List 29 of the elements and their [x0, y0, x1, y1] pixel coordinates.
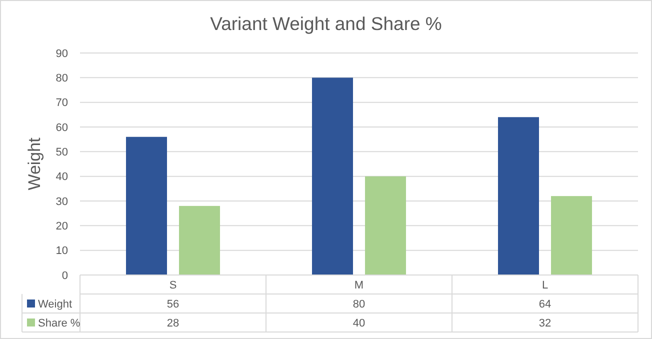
data-label: 56 — [166, 298, 180, 310]
bar — [365, 176, 406, 275]
y-tick-label: 30 — [56, 196, 68, 208]
data-label: 64 — [538, 298, 552, 310]
bar — [498, 117, 539, 275]
y-axis-title: Weight — [25, 137, 44, 190]
legend-label: Weight — [38, 298, 72, 310]
y-tick-label: 60 — [56, 122, 68, 134]
data-label: 32 — [538, 317, 552, 330]
bar — [312, 78, 353, 275]
x-tick-label: S — [169, 279, 177, 292]
y-tick-label: 70 — [56, 97, 68, 110]
data-label: 40 — [352, 317, 366, 330]
y-tick-label: 40 — [56, 171, 68, 184]
x-tick-label: M — [354, 279, 364, 292]
y-tick-label: 50 — [56, 146, 68, 159]
x-tick-label: L — [542, 279, 548, 292]
y-tick-label: 20 — [56, 220, 68, 233]
bar — [126, 136, 167, 275]
bar — [179, 206, 220, 275]
y-tick-label: 0 — [62, 270, 68, 282]
legend-label: Share % — [38, 317, 80, 330]
bar — [551, 196, 592, 275]
data-label: 80 — [352, 298, 366, 310]
y-tick-label: 80 — [56, 72, 68, 85]
chart-title: Variant Weight and Share % — [210, 13, 442, 34]
y-tick-label: 10 — [56, 245, 68, 258]
data-label: 28 — [166, 317, 180, 330]
y-tick-label: 90 — [56, 48, 68, 60]
